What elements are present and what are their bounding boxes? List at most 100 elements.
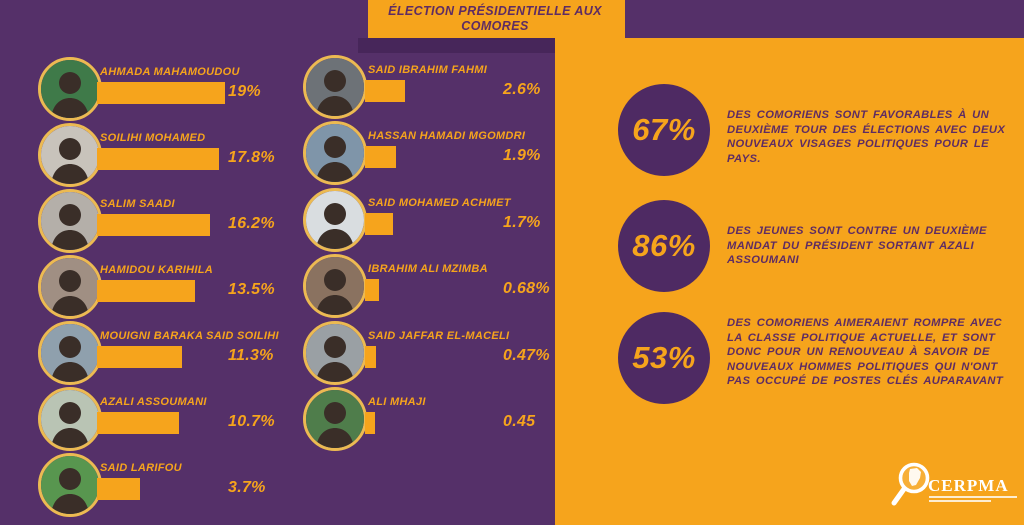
result-value: 3.7% bbox=[228, 479, 266, 496]
candidate-photo bbox=[303, 320, 367, 385]
candidate-info: HASSAN HAMADI MGOMDRI bbox=[365, 121, 558, 187]
candidate-photo bbox=[38, 123, 102, 187]
candidate-info: SAID LARIFOU bbox=[97, 453, 320, 519]
candidate-name: HASSAN HAMADI MGOMDRI bbox=[368, 130, 526, 143]
result-value: 10.7% bbox=[228, 413, 275, 430]
result-value: 1.7% bbox=[503, 213, 541, 231]
candidate-photo bbox=[38, 453, 102, 517]
candidate-info: SALIM SAADI bbox=[97, 189, 320, 255]
result-bar bbox=[365, 146, 396, 169]
candidate-row: HASSAN HAMADI MGOMDRI 1.9% bbox=[303, 121, 555, 187]
candidate-photo bbox=[303, 55, 367, 119]
candidate-name: AHMADA MAHAMOUDOU bbox=[100, 66, 240, 78]
top-purple-strip bbox=[625, 0, 1024, 38]
candidate-row: IBRAHIM ALI MZIMBA 0.68% bbox=[303, 254, 555, 320]
result-value: 2.6% bbox=[503, 81, 541, 98]
candidate-info: SOILIHI MOHAMED bbox=[97, 123, 320, 189]
candidate-name: SAID JAFFAR EL-MACELI bbox=[368, 329, 510, 342]
result-bar bbox=[365, 345, 376, 368]
stat-circle: 86% bbox=[618, 200, 710, 292]
candidate-name: HAMIDOU KARIHILA bbox=[100, 264, 213, 276]
stat-circle: 53% bbox=[618, 312, 710, 404]
stat-description: DES COMORIENS AIMERAIENT ROMPRE AVEC LA … bbox=[727, 317, 1004, 387]
candidate-info: ALI MHAJI bbox=[365, 387, 558, 453]
stat-description: DES JEUNES SONT CONTRE UN DEUXIÈME MANDA… bbox=[727, 225, 987, 266]
logo-tagline-line bbox=[929, 500, 991, 502]
result-bar bbox=[365, 212, 393, 235]
candidate-name: SAID IBRAHIM FAHMI bbox=[368, 64, 488, 76]
candidate-photo bbox=[38, 387, 102, 451]
result-bar bbox=[365, 279, 379, 302]
candidate-row: SAID IBRAHIM FAHMI 2.6% bbox=[303, 55, 555, 121]
candidate-row: SAID LARIFOU 3.7% bbox=[38, 453, 323, 519]
candidate-row: SAID JAFFAR EL-MACELI 0.47% bbox=[303, 320, 558, 387]
stat-circle: 67% bbox=[618, 84, 710, 176]
stat-description: DES COMORIENS SONT FAVORABLES À UN DEUXI… bbox=[727, 109, 1006, 165]
result-value: 0.68% bbox=[503, 280, 550, 298]
page-title-line1: ÉLECTION PRÉSIDENTIELLE AUX bbox=[388, 4, 602, 18]
result-bar bbox=[97, 82, 225, 104]
candidate-photo bbox=[303, 387, 367, 451]
result-bar bbox=[97, 412, 179, 434]
result-bar bbox=[97, 478, 140, 500]
result-bar bbox=[365, 80, 405, 102]
result-value: 1.9% bbox=[503, 147, 541, 165]
result-bar bbox=[97, 214, 210, 236]
candidate-name: AZALI ASSOUMANI bbox=[100, 396, 207, 408]
result-bar bbox=[97, 280, 195, 302]
page-title: ÉLECTION PRÉSIDENTIELLE AUX COMORES bbox=[368, 0, 622, 38]
candidate-name: SAID LARIFOU bbox=[100, 462, 182, 474]
candidate-row: AZALI ASSOUMANI 10.7% bbox=[38, 387, 323, 453]
result-value: 0.47% bbox=[503, 346, 550, 364]
candidate-name: MOUIGNI BARAKA SAID SOILIHI bbox=[100, 330, 279, 342]
candidate-info: MOUIGNI BARAKA SAID SOILIHI bbox=[97, 321, 320, 387]
result-value: 13.5% bbox=[228, 281, 275, 298]
candidate-photo bbox=[303, 187, 367, 252]
candidate-row: MOUIGNI BARAKA SAID SOILIHI 11.3% bbox=[38, 321, 323, 387]
candidate-column-left: AHMADA MAHAMOUDOU 19% SOILIHI MOHAMED 17.8%… bbox=[38, 0, 323, 525]
candidate-info: HAMIDOU KARIHILA bbox=[97, 255, 320, 321]
candidate-name: SALIM SAADI bbox=[100, 198, 175, 210]
candidate-photo bbox=[303, 254, 367, 319]
candidate-name: IBRAHIM ALI MZIMBA bbox=[368, 263, 488, 276]
candidate-photo bbox=[38, 321, 102, 385]
result-value: 19% bbox=[228, 83, 261, 100]
page-title-line2: COMORES bbox=[461, 19, 529, 33]
candidate-row: SOILIHI MOHAMED 17.8% bbox=[38, 123, 323, 189]
logo-tagline bbox=[929, 496, 1017, 504]
candidate-info: SAID JAFFAR EL-MACELI bbox=[365, 321, 558, 387]
candidate-info: SAID MOHAMED ACHMET bbox=[365, 188, 558, 254]
result-bar bbox=[365, 412, 375, 434]
result-value: 0.45 bbox=[503, 413, 536, 430]
candidate-row: HAMIDOU KARIHILA 13.5% bbox=[38, 255, 323, 321]
candidate-row: AHMADA MAHAMOUDOU 19% bbox=[38, 57, 323, 123]
stat-row: 86% DES JEUNES SONT CONTRE UN DEUXIÈME MA… bbox=[610, 200, 1014, 316]
candidate-info: AZALI ASSOUMANI bbox=[97, 387, 320, 453]
result-value: 17.8% bbox=[228, 149, 275, 166]
stat-row: 67% DES COMORIENS SONT FAVORABLES À UN DE… bbox=[610, 84, 1014, 200]
stats-list: 67% DES COMORIENS SONT FAVORABLES À UN DE… bbox=[610, 84, 1014, 514]
candidate-name: SOILIHI MOHAMED bbox=[100, 132, 206, 144]
logo-tagline-line bbox=[929, 496, 1017, 498]
candidate-column-right: SAID IBRAHIM FAHMI 2.6% HASSAN HAMADI MGOM… bbox=[303, 0, 555, 525]
magnifier-africa-icon bbox=[891, 462, 930, 506]
candidate-photo bbox=[38, 255, 102, 319]
candidate-info: IBRAHIM ALI MZIMBA bbox=[365, 254, 558, 320]
candidate-name: ALI MHAJI bbox=[368, 396, 426, 408]
result-bar bbox=[97, 148, 219, 170]
result-value: 16.2% bbox=[228, 215, 275, 232]
cerpma-logo: CERPMA bbox=[888, 458, 1020, 516]
logo-wordmark: CERPMA bbox=[928, 476, 1009, 495]
result-bar bbox=[97, 346, 182, 368]
candidate-row: SALIM SAADI 16.2% bbox=[38, 189, 323, 255]
candidate-info: SAID IBRAHIM FAHMI bbox=[365, 55, 558, 121]
candidate-name: SAID MOHAMED ACHMET bbox=[368, 196, 511, 209]
title-shadow-bar bbox=[358, 38, 555, 53]
candidate-photo bbox=[303, 121, 367, 186]
candidate-info: AHMADA MAHAMOUDOU bbox=[97, 57, 320, 123]
candidate-row: SAID MOHAMED ACHMET 1.7% bbox=[303, 187, 558, 254]
candidate-photo bbox=[38, 57, 102, 121]
stat-row: 53% DES COMORIENS AIMERAIENT ROMPRE AVEC … bbox=[610, 312, 1014, 428]
candidate-photo bbox=[38, 189, 102, 253]
